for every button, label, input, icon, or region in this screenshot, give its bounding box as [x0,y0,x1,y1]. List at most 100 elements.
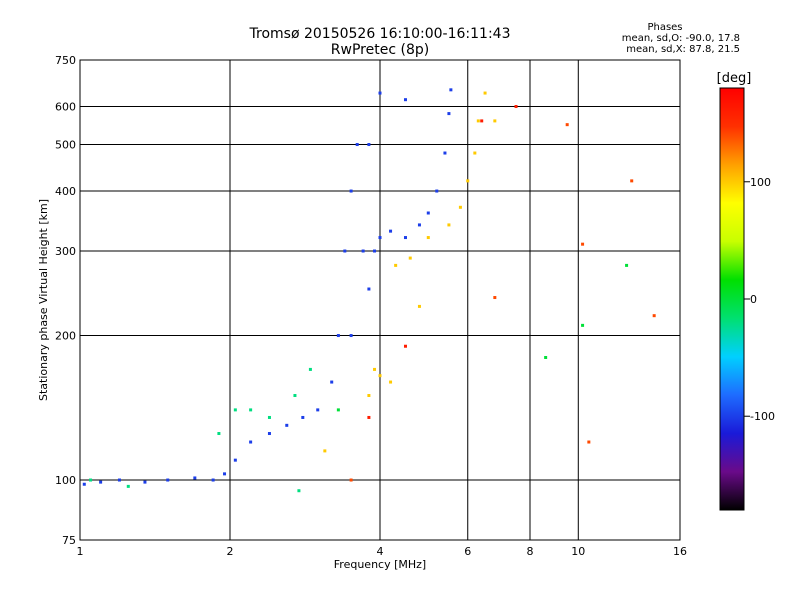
data-point [249,440,253,444]
colorbar-tick-label: 0 [750,293,757,306]
data-point [426,211,430,215]
data-point [483,91,487,95]
x-tick-label: 10 [571,545,585,558]
data-point [323,449,327,453]
data-point [143,480,147,484]
data-point [99,480,103,484]
y-tick-label: 100 [55,474,76,487]
data-point [403,344,407,348]
y-axis-label: Stationary phase Virtual Height [km] [37,199,50,401]
data-point [565,123,569,127]
x-axis-label: Frequency [MHz] [334,558,426,571]
data-point [336,408,340,412]
data-point [403,236,407,240]
data-point [581,242,585,246]
y-tick-label: 75 [62,534,76,547]
data-point [426,236,430,240]
data-point [249,408,253,412]
data-point [367,415,371,419]
data-point [267,432,271,436]
y-tick-label: 750 [55,54,76,67]
data-point [349,478,353,482]
colorbar-ticks: 100 0 -100 [744,176,775,423]
y-tick-label: 200 [55,330,76,343]
data-point [378,91,382,95]
data-point [217,432,221,436]
y-axis-ticks: 75 100 200 300 400 500 600 750 [55,54,76,547]
data-point [581,323,585,327]
data-point [267,415,271,419]
data-point [493,296,497,300]
grid [80,60,680,540]
phase-stats-o: mean, sd,O: -90.0, 17.8 [621,33,740,44]
data-point [544,355,548,359]
data-point [316,408,320,412]
data-point [367,394,371,398]
title-block: Tromsø 20150526 16:10:00-16:11:43 RwPret… [230,26,530,58]
data-point [308,367,312,371]
phase-stats: Phases mean, sd,O: -90.0, 17.8 mean, sd,… [560,22,740,55]
x-tick-label: 8 [527,545,534,558]
data-point [166,478,170,482]
data-point [355,143,359,147]
colorbar-gradient [719,87,745,511]
x-tick-label: 6 [464,545,471,558]
data-point [625,263,629,267]
data-point [211,478,215,482]
data-points [82,88,656,493]
data-point [458,205,462,209]
data-point [389,229,393,233]
y-tick-label: 500 [55,139,76,152]
data-point [378,236,382,240]
x-tick-label: 16 [673,545,687,558]
data-point [233,408,237,412]
phase-stats-heading: Phases [647,22,683,33]
x-axis-ticks: 1 2 4 6 8 10 16 [77,545,688,558]
data-point [343,249,347,253]
data-point [361,249,365,253]
data-point [480,119,484,123]
y-tick-label: 400 [55,185,76,198]
y-tick-label: 300 [55,245,76,258]
data-point [443,151,447,155]
x-tick-label: 4 [377,545,384,558]
chart-title: Tromsø 20150526 16:10:00-16:11:43 [249,26,511,42]
data-point [394,263,398,267]
colorbar: [deg] 100 0 -100 [717,71,775,511]
data-point [301,415,305,419]
data-point [193,476,197,480]
data-point [417,223,421,227]
data-point [330,380,334,384]
plot-frame [79,59,681,541]
data-point [466,179,470,183]
data-point [89,478,93,482]
data-point [417,304,421,308]
data-point [373,367,377,371]
data-point [408,256,412,260]
data-point [336,334,340,338]
colorbar-tick-label: 100 [750,176,771,189]
data-point [367,287,371,291]
y-tick-label: 600 [55,101,76,114]
data-point [378,374,382,378]
x-tick-label: 1 [77,545,84,558]
data-point [447,223,451,227]
data-point [349,189,353,193]
data-point [389,380,393,384]
data-point [349,334,353,338]
data-point [630,179,634,183]
data-point [82,482,86,486]
data-point [293,394,297,398]
data-point [449,88,453,92]
data-point [447,112,451,116]
colorbar-label: [deg] [717,71,752,86]
data-point [117,478,121,482]
data-point [435,189,439,193]
data-point [367,143,371,147]
colorbar-tick-label: -100 [750,410,775,423]
x-tick-label: 2 [227,545,234,558]
data-point [223,472,227,476]
data-point [297,489,301,493]
